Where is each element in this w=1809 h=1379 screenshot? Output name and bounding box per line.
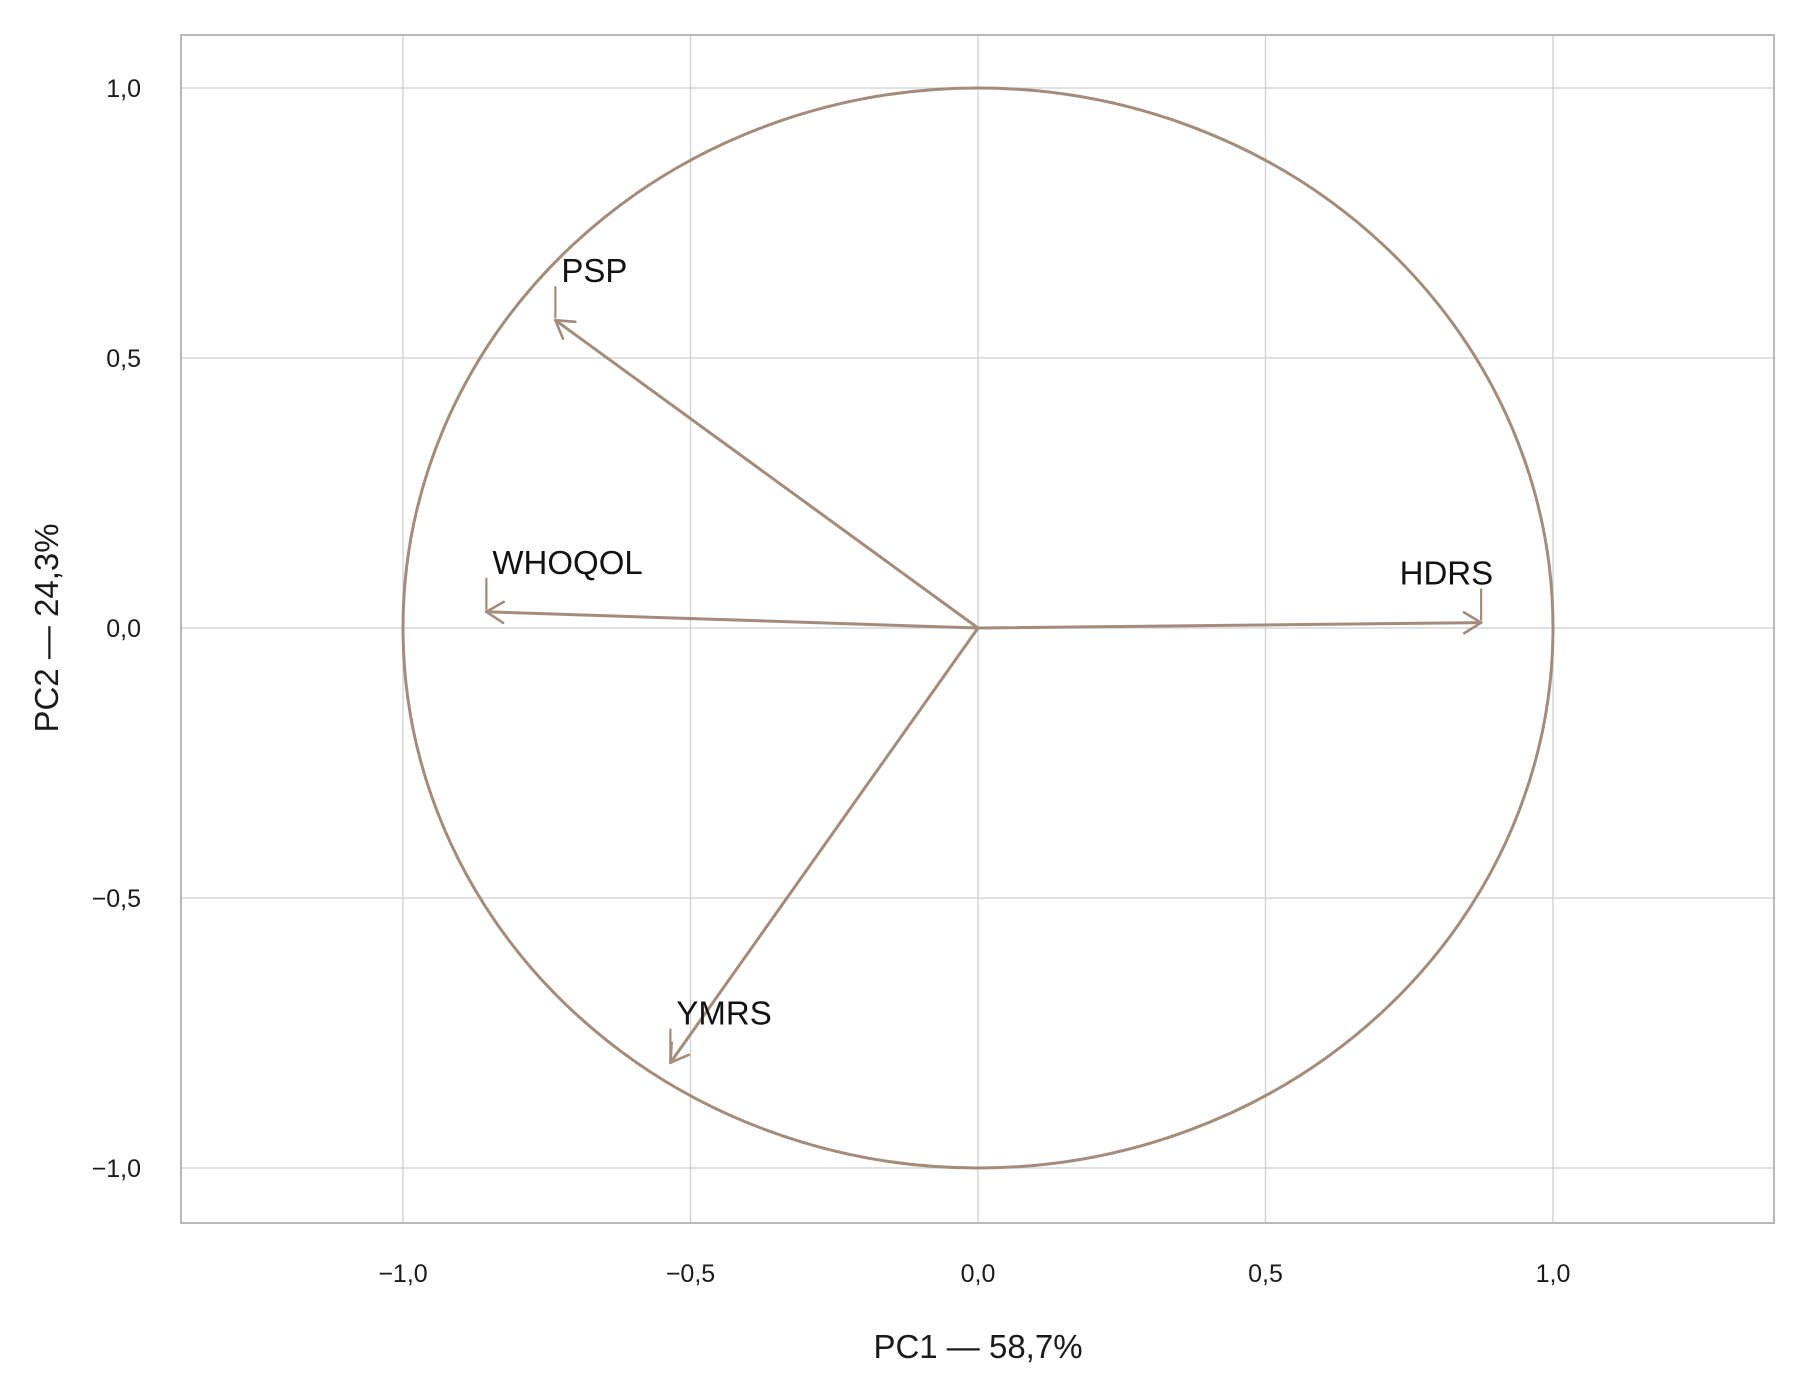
vector-label: YMRS <box>676 995 771 1032</box>
vector-label: HDRS <box>1400 555 1494 592</box>
x-tick-label: 0,5 <box>1248 1260 1283 1288</box>
x-tick-label: 0,0 <box>961 1260 996 1288</box>
vector-psp: PSP <box>553 252 980 630</box>
x-tick-label: −1,0 <box>378 1260 427 1288</box>
vector-line <box>976 621 1483 630</box>
unit-circle <box>401 86 1555 1170</box>
vector-whoqol: WHOQOL <box>484 544 980 630</box>
vector-line <box>668 626 980 1065</box>
plot-panel-border <box>180 34 1775 1224</box>
vector-arrowhead <box>485 600 506 625</box>
y-tick-label: 0,5 <box>106 345 141 373</box>
vector-layer: PSP WHOQOL HDRS YMRS <box>484 252 1494 1065</box>
vector-line <box>484 610 980 630</box>
vector-line <box>553 318 980 630</box>
vector-label: PSP <box>561 252 627 289</box>
vector-arrowhead <box>1462 611 1483 635</box>
y-tick-labels: 1,0 0,5 0,0 −0,5 −1,0 <box>92 75 141 1183</box>
y-axis-title: PC2 — 24,3% <box>28 523 65 732</box>
vector-arrowhead <box>554 318 577 340</box>
y-tick-label: −1,0 <box>92 1155 141 1183</box>
vector-label: WHOQOL <box>492 544 642 581</box>
vector-hdrs: HDRS <box>976 555 1494 635</box>
x-axis-title: PC1 — 58,7% <box>873 1328 1082 1365</box>
x-tick-label: 1,0 <box>1536 1260 1571 1288</box>
vector-ymrs: YMRS <box>668 626 980 1065</box>
x-tick-label: −0,5 <box>666 1260 715 1288</box>
y-tick-label: 1,0 <box>106 75 141 103</box>
x-tick-labels: −1,0 −0,5 0,0 0,5 1,0 <box>378 1260 1570 1288</box>
y-tick-label: −0,5 <box>92 885 141 913</box>
circle-layer <box>401 86 1555 1170</box>
y-tick-label: 0,0 <box>106 615 141 643</box>
